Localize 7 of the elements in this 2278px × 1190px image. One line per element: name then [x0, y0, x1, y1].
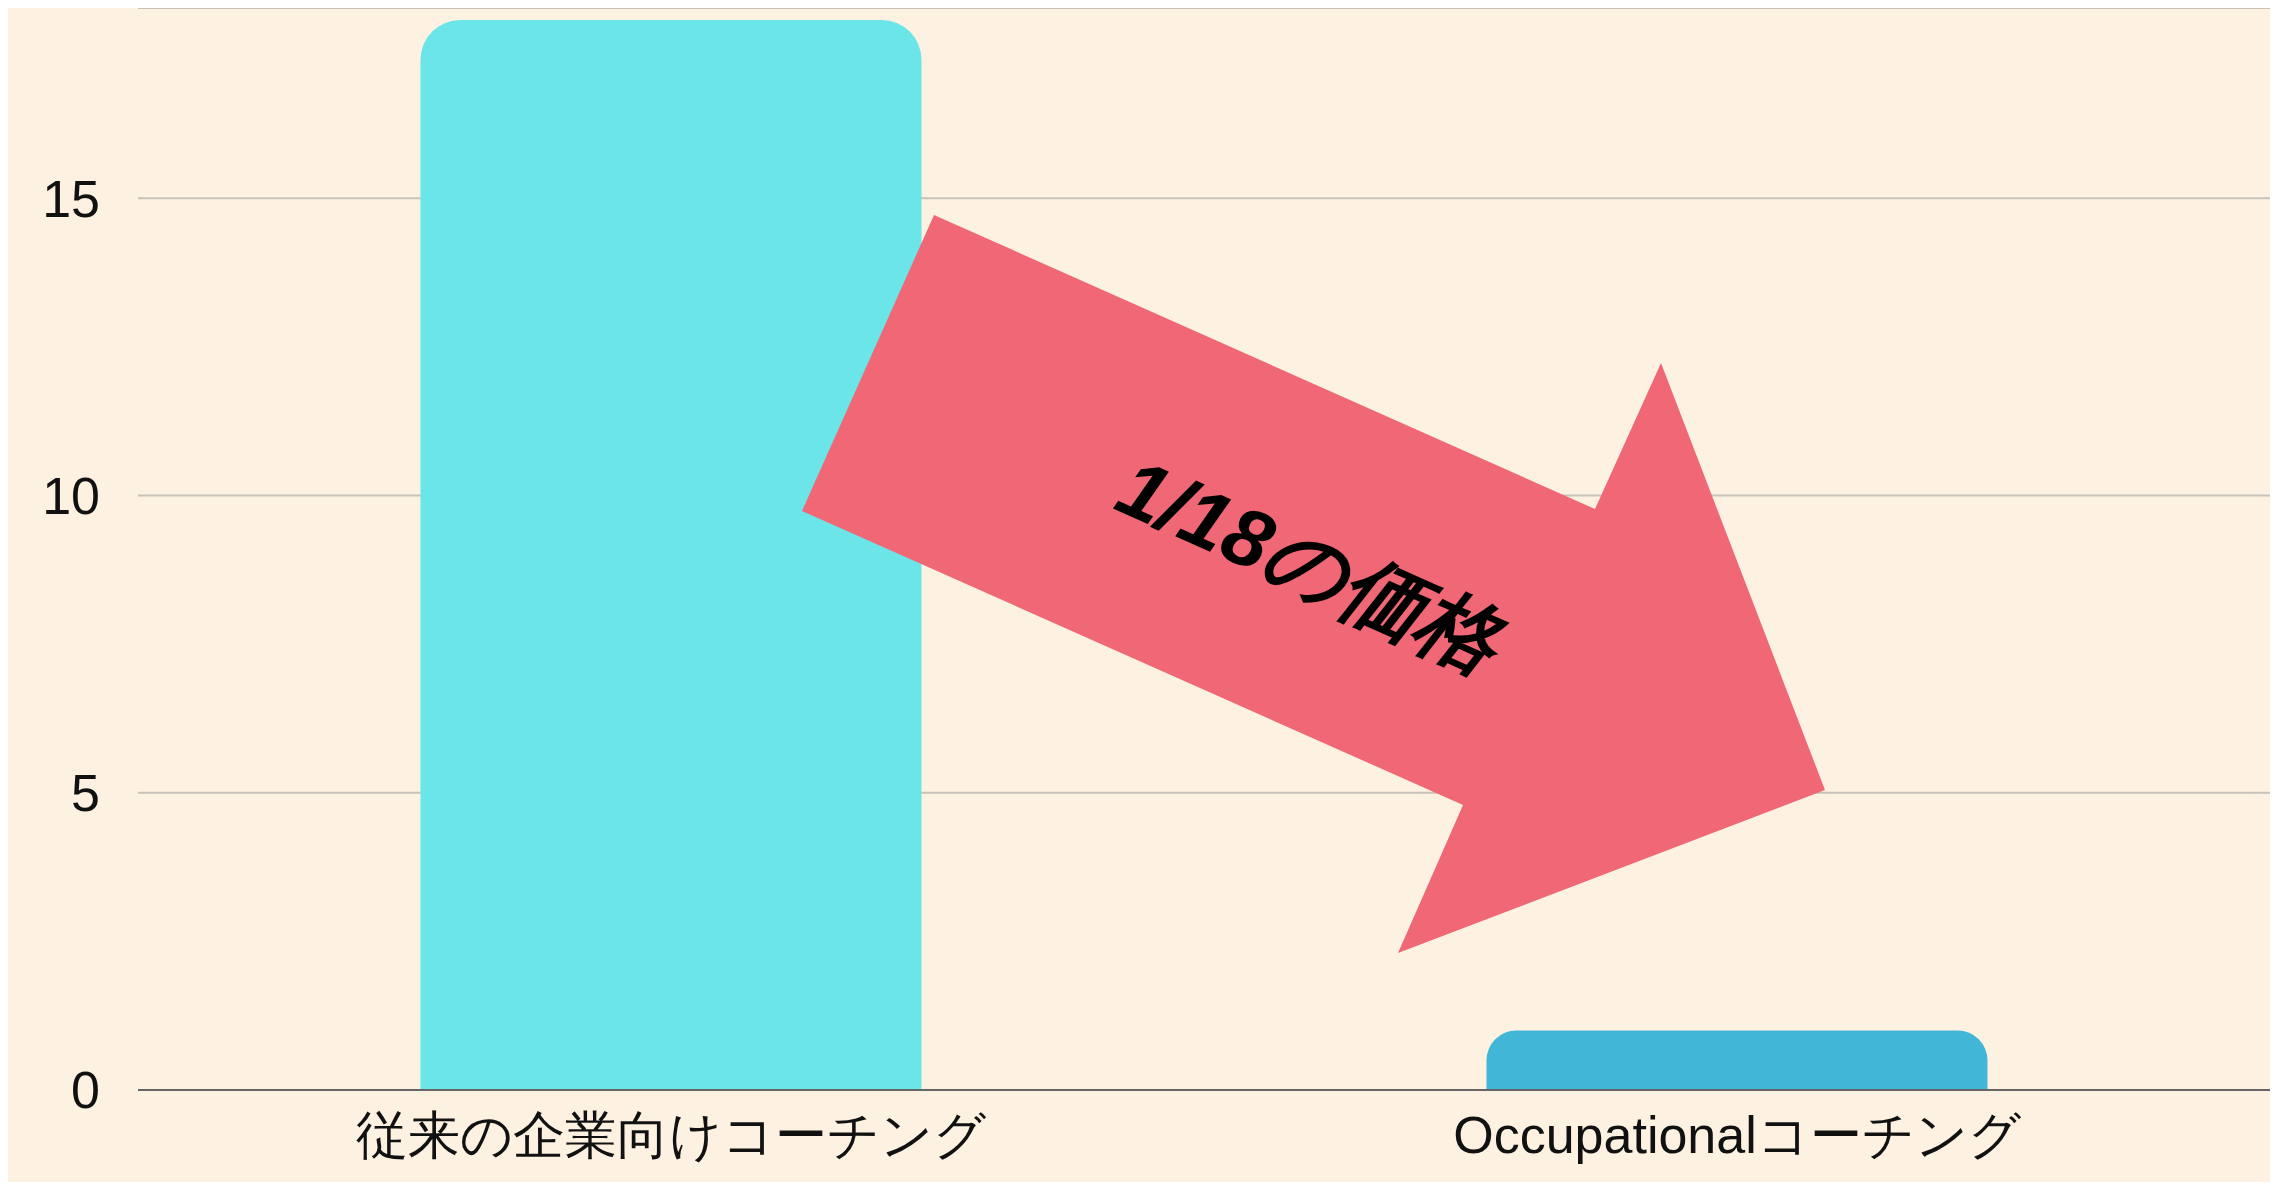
y-tick-label: 10 — [42, 466, 100, 525]
x-tick-label: Occupationalコーチング — [1453, 1105, 2022, 1164]
x-tick-label: 従来の企業向けコーチング — [356, 1105, 987, 1164]
y-tick-label: 0 — [71, 1061, 100, 1120]
y-tick-label: 15 — [42, 169, 100, 228]
y-tick-label: 5 — [71, 764, 100, 823]
annotation: 1/18の価格 — [1104, 440, 1520, 692]
